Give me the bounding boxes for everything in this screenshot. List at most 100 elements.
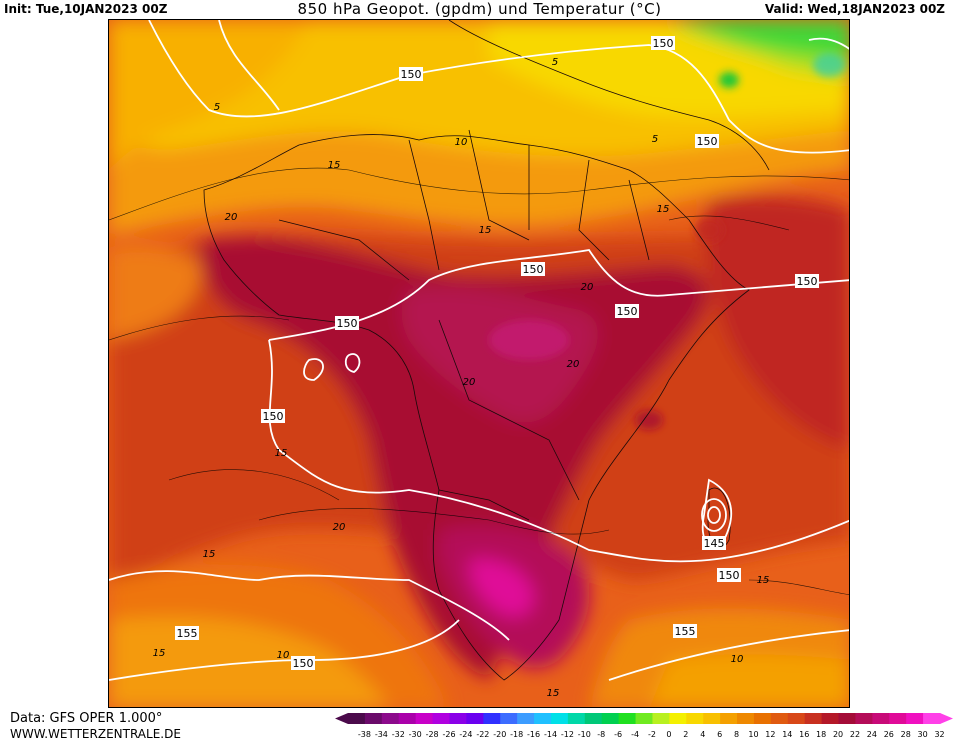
legend-tick-label: -4: [631, 730, 639, 739]
geopotential-label: 150: [337, 317, 358, 330]
legend-tick-label: -28: [426, 730, 439, 739]
geopotential-label: 150: [523, 263, 544, 276]
legend-swatch: [635, 713, 653, 724]
legend-tick-label: -14: [544, 730, 557, 739]
geopotential-label: 150: [401, 68, 422, 81]
legend-tick-label: 18: [816, 730, 826, 739]
temperature-labels: 5 5 10 5 15 20 15 20 15 20 20 15 15 20 1…: [153, 57, 770, 699]
color-legend: -38 -34 -32 -30 -28 -26 -24 -22 -20 -18 -16 -14 -12-…: [335, 713, 953, 739]
geopotential-label: 155: [177, 627, 198, 640]
legend-tick-label: -26: [442, 730, 455, 739]
legend-tick-label: 22: [850, 730, 860, 739]
legend-swatch: [466, 713, 484, 724]
geopotential-label: 150: [797, 275, 818, 288]
legend-tick-label: 0: [666, 730, 671, 739]
legend-swatch: [432, 713, 450, 724]
temperature-label: 20: [581, 282, 594, 293]
legend-swatch: [906, 713, 924, 724]
legend-tick-label: 28: [901, 730, 911, 739]
geopotential-label: 150: [293, 657, 314, 670]
temperature-label: 10: [731, 654, 744, 665]
legend-swatch: [838, 713, 856, 724]
legend-swatch: [720, 713, 738, 724]
legend-tick-label: 6: [717, 730, 722, 739]
geopotential-label: 150: [697, 135, 718, 148]
legend-tick-label: -10: [578, 730, 591, 739]
legend-swatch: [364, 713, 383, 724]
data-source: Data: GFS OPER 1.000°: [10, 711, 163, 726]
temperature-isolines: [109, 167, 849, 595]
init-time: Init: Tue,10JAN2023 00Z: [4, 2, 168, 16]
legend-tick-label: -12: [561, 730, 574, 739]
legend-swatch: [567, 713, 586, 724]
legend-swatch: [703, 713, 721, 724]
temperature-label: 20: [225, 212, 238, 223]
geopotential-label: 150: [617, 305, 638, 318]
temperature-label: 15: [275, 448, 288, 459]
legend-tick-label: 20: [833, 730, 843, 739]
legend-swatch: [483, 713, 501, 724]
geopotential-label: 155: [675, 625, 696, 638]
legend-swatch: [348, 713, 366, 724]
legend-tick-label: 24: [867, 730, 877, 739]
legend-tick-label: -18: [510, 730, 523, 739]
legend-swatch: [855, 713, 873, 724]
legend-tick-label: -20: [493, 730, 506, 739]
temperature-label: 5: [652, 134, 658, 145]
website-url: WWW.WETTERZENTRALE.DE: [10, 727, 181, 741]
geopotential-label: 150: [263, 410, 284, 423]
legend-tick-label: -38: [358, 730, 371, 739]
legend-tick-label: -30: [409, 730, 422, 739]
legend-tick-label: -32: [392, 730, 405, 739]
legend-swatch: [449, 713, 467, 724]
geopotential-labels: 150 150 150 150 150 150 150 145 150 155 …: [175, 36, 819, 670]
temperature-label: 10: [277, 650, 290, 661]
legend-swatch: [517, 713, 535, 724]
temperature-label: 15: [479, 225, 492, 236]
legend-swatch: [500, 713, 518, 724]
temperature-label: 20: [333, 522, 346, 533]
legend-tick-label: -34: [375, 730, 388, 739]
legend-tick-label: -2: [648, 730, 656, 739]
temperature-label: 20: [567, 359, 580, 370]
legend-tick-label: -6: [614, 730, 622, 739]
legend-tick-label: 32: [934, 730, 944, 739]
legend-arrow-left: [335, 713, 348, 724]
legend-tick-label: -24: [459, 730, 472, 739]
temperature-field: 150 150 150 150 150 150 150 145 150 155 …: [109, 20, 849, 707]
legend-swatch: [753, 713, 772, 724]
legend-swatch: [889, 713, 907, 724]
valid-time: Valid: Wed,18JAN2023 00Z: [764, 2, 945, 16]
legend-swatch: [787, 713, 806, 724]
legend-swatch: [618, 713, 637, 724]
legend-swatch: [770, 713, 789, 724]
temperature-details: [489, 53, 845, 430]
chart-title: 850 hPa Geopot. (gpdm) und Temperatur (°…: [297, 0, 662, 18]
legend-tick-label: 30: [918, 730, 928, 739]
legend-tick-label: 4: [700, 730, 705, 739]
geopotential-label: 145: [704, 537, 725, 550]
temperature-bands: [109, 20, 849, 707]
temperature-label: 10: [455, 137, 468, 148]
legend-tick-label: 2: [683, 730, 688, 739]
temperature-label: 15: [203, 549, 216, 560]
legend-tick-label: 26: [884, 730, 894, 739]
temperature-label: 15: [328, 160, 341, 171]
legend-swatch: [398, 713, 417, 724]
legend-swatch: [601, 713, 620, 724]
legend-tick-label: 10: [748, 730, 758, 739]
temperature-label: 15: [547, 688, 560, 699]
legend-swatch: [821, 713, 840, 724]
temperature-label: 15: [153, 648, 166, 659]
legend-swatch: [804, 713, 823, 724]
legend-swatch: [652, 713, 670, 724]
legend-swatch: [584, 713, 603, 724]
legend-tick-label: 12: [765, 730, 775, 739]
legend-tick-label: 8: [734, 730, 739, 739]
legend-arrow-right: [940, 713, 953, 724]
weather-map: 150 150 150 150 150 150 150 145 150 155 …: [108, 19, 850, 708]
legend-tick-label: -8: [597, 730, 605, 739]
geopotential-label: 150: [719, 569, 740, 582]
temperature-label: 5: [214, 102, 220, 113]
temperature-label: 5: [552, 57, 558, 68]
